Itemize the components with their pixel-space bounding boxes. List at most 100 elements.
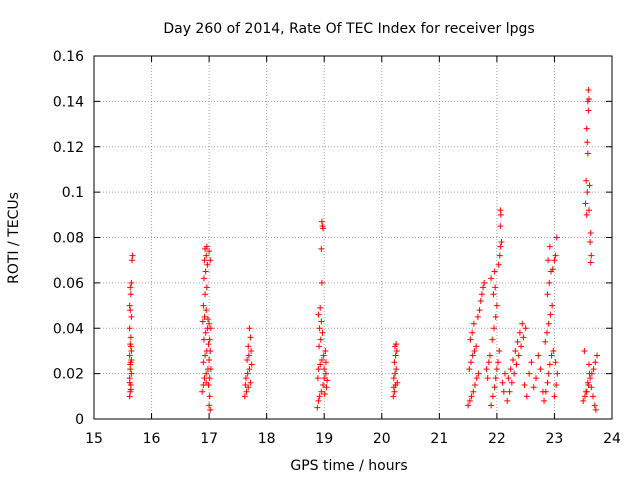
data-point xyxy=(469,352,476,359)
data-point xyxy=(553,381,560,388)
data-point xyxy=(244,370,251,377)
data-point xyxy=(491,325,498,332)
axis-ticks: 15 16 17 18 19 20 21 22 23 24 0 0.02 0.04 0.06 0.08 0.1… xyxy=(53,49,621,447)
data-point xyxy=(393,341,400,348)
data-point xyxy=(476,307,483,314)
data-point xyxy=(322,370,329,377)
data-point xyxy=(551,257,558,264)
data-point xyxy=(469,329,476,336)
data-point xyxy=(523,393,530,400)
data-point xyxy=(473,375,480,382)
data-point xyxy=(206,336,213,343)
data-point xyxy=(518,343,525,350)
data-point xyxy=(467,359,474,366)
data-point xyxy=(485,359,492,366)
data-point xyxy=(585,107,592,114)
data-point xyxy=(506,388,513,395)
data-point xyxy=(514,338,521,345)
data-point xyxy=(496,347,503,354)
data-point xyxy=(553,234,560,241)
data-point xyxy=(588,252,595,259)
data-point xyxy=(202,329,209,336)
data-point xyxy=(497,223,504,230)
data-point xyxy=(316,343,323,350)
data-point xyxy=(128,313,135,320)
data-point xyxy=(206,320,213,327)
data-point xyxy=(585,96,592,103)
data-point xyxy=(542,388,549,395)
data-point xyxy=(126,325,133,332)
data-point xyxy=(205,341,212,348)
y-tick-label: 0.14 xyxy=(53,94,84,110)
data-point xyxy=(580,397,587,404)
data-point xyxy=(484,375,491,382)
data-point xyxy=(585,87,592,94)
data-points xyxy=(126,87,601,413)
data-point xyxy=(199,388,206,395)
data-point xyxy=(583,177,590,184)
data-point xyxy=(586,370,593,377)
data-point xyxy=(547,311,554,318)
data-point xyxy=(203,307,210,314)
data-point xyxy=(545,370,552,377)
data-point xyxy=(492,313,499,320)
data-point xyxy=(127,307,134,314)
data-point xyxy=(587,375,594,382)
data-point xyxy=(548,352,555,359)
data-point xyxy=(199,318,206,325)
data-point xyxy=(498,239,505,246)
data-point xyxy=(591,402,598,409)
data-point xyxy=(521,381,528,388)
data-point xyxy=(207,257,214,264)
data-point xyxy=(584,379,591,386)
data-point xyxy=(127,284,134,291)
data-point xyxy=(544,291,551,298)
data-point xyxy=(535,352,542,359)
data-point xyxy=(207,325,214,332)
data-point xyxy=(545,320,552,327)
chart-title: Day 260 of 2014, Rate Of TEC Index for r… xyxy=(163,21,534,37)
data-point xyxy=(393,347,400,354)
data-point xyxy=(202,268,209,275)
data-point xyxy=(246,325,253,332)
data-point xyxy=(246,366,253,373)
data-point xyxy=(549,302,556,309)
data-point xyxy=(318,318,325,325)
x-tick-label: 20 xyxy=(373,431,391,447)
data-point xyxy=(203,370,210,377)
data-point xyxy=(546,279,553,286)
data-point xyxy=(127,361,134,368)
data-point xyxy=(505,375,512,382)
data-point xyxy=(318,388,325,395)
data-point xyxy=(492,284,499,291)
data-point xyxy=(481,279,488,286)
data-point xyxy=(200,302,207,309)
data-point xyxy=(126,302,133,309)
data-point xyxy=(247,334,254,341)
data-point xyxy=(550,347,557,354)
data-point xyxy=(391,359,398,366)
data-point xyxy=(594,352,601,359)
data-point xyxy=(320,381,327,388)
data-point xyxy=(315,366,322,373)
data-point xyxy=(490,291,497,298)
data-point xyxy=(483,366,490,373)
data-point xyxy=(541,397,548,404)
data-point xyxy=(475,370,482,377)
data-point xyxy=(245,343,252,350)
data-point xyxy=(127,291,134,298)
data-point xyxy=(477,298,484,305)
data-point xyxy=(501,370,508,377)
data-point xyxy=(522,325,529,332)
data-point xyxy=(465,402,472,409)
data-point xyxy=(499,379,506,386)
data-point xyxy=(515,352,522,359)
x-tick-label: 21 xyxy=(430,431,448,447)
x-tick-label: 15 xyxy=(85,431,103,447)
data-point xyxy=(314,375,321,382)
data-point xyxy=(588,384,595,391)
data-point xyxy=(543,329,550,336)
data-point xyxy=(489,393,496,400)
data-point xyxy=(200,275,207,282)
data-point xyxy=(488,275,495,282)
